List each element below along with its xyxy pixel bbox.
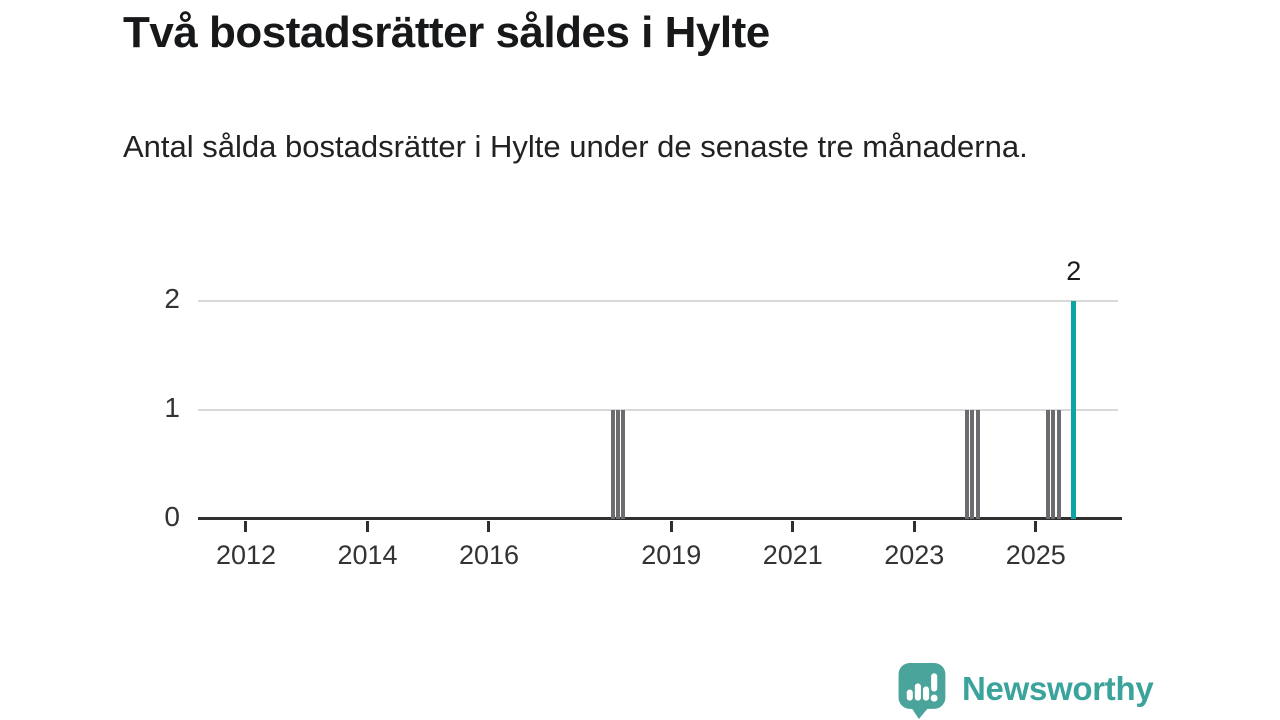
y-axis-tick-label: 0 xyxy=(164,501,180,532)
brand-name: Newsworthy xyxy=(962,669,1154,707)
bar-highlight xyxy=(1071,301,1077,519)
x-axis-tick-label: 2023 xyxy=(884,540,945,570)
newsworthy-logo: Newsworthy xyxy=(897,662,1154,720)
x-axis-tick xyxy=(791,521,795,532)
x-axis-tick-label: 2014 xyxy=(337,540,398,570)
bar-month xyxy=(621,410,626,519)
x-axis-line xyxy=(198,517,1122,520)
gridline-y-1 xyxy=(198,409,1118,411)
bar-value-label: 2 xyxy=(1066,256,1082,286)
bar-month xyxy=(965,410,970,519)
bar-month xyxy=(611,410,616,519)
x-axis-tick xyxy=(1034,521,1038,532)
x-axis-tick-label: 2021 xyxy=(762,540,823,570)
page-title: Två bostadsrätter såldes i Hylte xyxy=(123,8,770,57)
x-axis-tick xyxy=(244,521,248,532)
x-axis-tick xyxy=(912,521,916,532)
bar-month xyxy=(1056,410,1061,519)
bar-chart-speech-bubble-icon xyxy=(897,662,951,720)
bar-month xyxy=(1051,410,1056,519)
x-axis-tick-label: 2019 xyxy=(641,540,702,570)
chart-subtitle: Antal sålda bostadsrätter i Hylte under … xyxy=(123,129,1028,164)
x-axis-tick-label: 2016 xyxy=(458,540,520,570)
x-axis-tick xyxy=(487,521,491,532)
bar-month xyxy=(1046,410,1051,519)
gridline-y-2 xyxy=(198,300,1118,302)
bar-month xyxy=(975,410,980,519)
y-axis-tick-label: 2 xyxy=(164,283,180,314)
x-axis-tick xyxy=(669,521,673,532)
x-axis-tick xyxy=(365,521,369,532)
y-axis-tick-label: 1 xyxy=(164,392,180,423)
bar-month xyxy=(616,410,621,519)
bar-month xyxy=(970,410,975,519)
x-axis-tick-label: 2012 xyxy=(215,540,277,570)
x-axis-tick-label: 2025 xyxy=(1005,540,1066,570)
